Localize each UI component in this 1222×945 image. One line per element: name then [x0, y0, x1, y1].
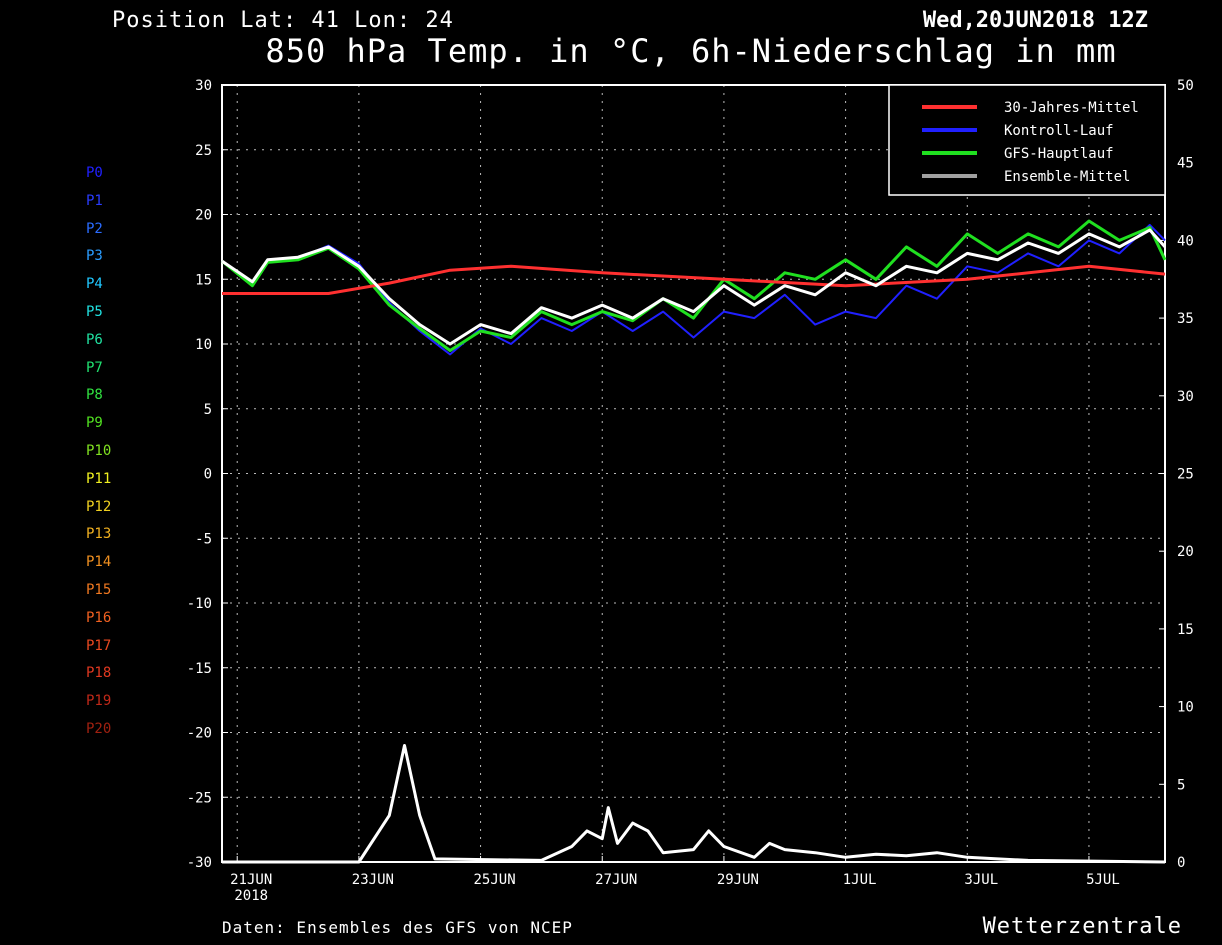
- member-label: P2: [86, 220, 103, 237]
- run-date: Wed,20JUN2018 12Z: [922, 8, 1148, 33]
- y-right-tick-label: 25: [1177, 467, 1194, 483]
- x-tick-label: 27JUN: [595, 872, 637, 888]
- member-label: P17: [86, 637, 112, 654]
- member-label: P3: [86, 248, 103, 265]
- member-label: P1: [86, 192, 103, 209]
- x-tick-label: 25JUN: [473, 872, 515, 888]
- y-left-tick-label: -20: [187, 726, 212, 742]
- legend-label: GFS-Hauptlauf: [1004, 146, 1114, 162]
- legend-label: Ensemble-Mittel: [1004, 169, 1130, 185]
- member-label: P11: [86, 470, 112, 487]
- y-left-tick-label: 0: [204, 467, 212, 483]
- data-source: Daten: Ensembles des GFS von NCEP: [222, 918, 573, 937]
- legend-label: Kontroll-Lauf: [1004, 123, 1114, 139]
- y-left-tick-label: -15: [187, 661, 212, 677]
- member-label: P15: [86, 581, 112, 598]
- member-label: P20: [86, 720, 112, 737]
- y-left-tick-label: 30: [195, 78, 212, 94]
- y-right-tick-label: 10: [1177, 700, 1194, 716]
- brand-label: Wetterzentrale: [982, 914, 1182, 939]
- member-label: P19: [86, 693, 112, 710]
- x-tick-label: 1JUL: [843, 872, 877, 888]
- y-right-tick-label: 45: [1177, 156, 1194, 172]
- x-tick-label: 29JUN: [717, 872, 759, 888]
- x-tick-label: 2018: [234, 888, 268, 904]
- y-left-tick-label: -25: [187, 790, 212, 806]
- x-tick-label: 23JUN: [352, 872, 394, 888]
- temp-climatology-line: [222, 264, 1166, 295]
- member-label: P18: [86, 665, 112, 682]
- temp-ensemble-mean-line: [221, 228, 1167, 346]
- y-left-tick-label: 15: [195, 272, 212, 288]
- y-right-tick-label: 35: [1177, 311, 1194, 327]
- y-right-tick-label: 20: [1177, 544, 1194, 560]
- member-label: P5: [86, 303, 103, 320]
- member-label: P0: [86, 165, 103, 181]
- y-right-tick-label: 0: [1177, 855, 1185, 871]
- temp-gfs-main-line: [221, 219, 1167, 352]
- y-right-tick-label: 30: [1177, 389, 1194, 405]
- y-left-tick-label: -10: [187, 596, 212, 612]
- precip-ensemble-mean-line: [222, 744, 1166, 864]
- y-left-tick-label: 10: [195, 337, 212, 353]
- member-label: P4: [86, 276, 103, 293]
- y-left-tick-label: 5: [204, 402, 212, 418]
- y-left-tick-label: 20: [195, 208, 212, 224]
- y-left-tick-label: -5: [195, 531, 212, 547]
- legend-label: 30-Jahres-Mittel: [1004, 100, 1139, 116]
- member-label: P14: [86, 554, 112, 571]
- member-label: P12: [86, 498, 112, 515]
- x-tick-label: 3JUL: [964, 872, 998, 888]
- position-label: Position Lat: 41 Lon: 24: [112, 8, 454, 33]
- member-list: P0 P1 P2 P3 P4 P5 P6 P7 P8 P9 P10 P11 P12 P13 P14 P15 P1…: [86, 160, 111, 744]
- member-label: P6: [86, 331, 103, 348]
- y-left-tick-label: 25: [195, 143, 212, 159]
- member-label: P16: [86, 609, 112, 626]
- x-tick-label: 21JUN: [230, 872, 272, 888]
- y-right-tick-label: 50: [1177, 78, 1194, 94]
- member-label: P7: [86, 359, 103, 376]
- y-right-tick-label: 5: [1177, 777, 1185, 793]
- chart-title: 850 hPa Temp. in °C, 6h-Niederschlag in …: [265, 32, 1117, 70]
- member-label: P13: [86, 526, 112, 543]
- y-right-tick-label: 40: [1177, 233, 1194, 249]
- y-right-tick-label: 15: [1177, 622, 1194, 638]
- member-label: P8: [86, 387, 103, 404]
- y-left-tick-label: -30: [187, 855, 212, 871]
- x-tick-label: 5JUL: [1086, 872, 1120, 888]
- member-label: P9: [86, 415, 103, 432]
- member-label: P10: [86, 442, 112, 459]
